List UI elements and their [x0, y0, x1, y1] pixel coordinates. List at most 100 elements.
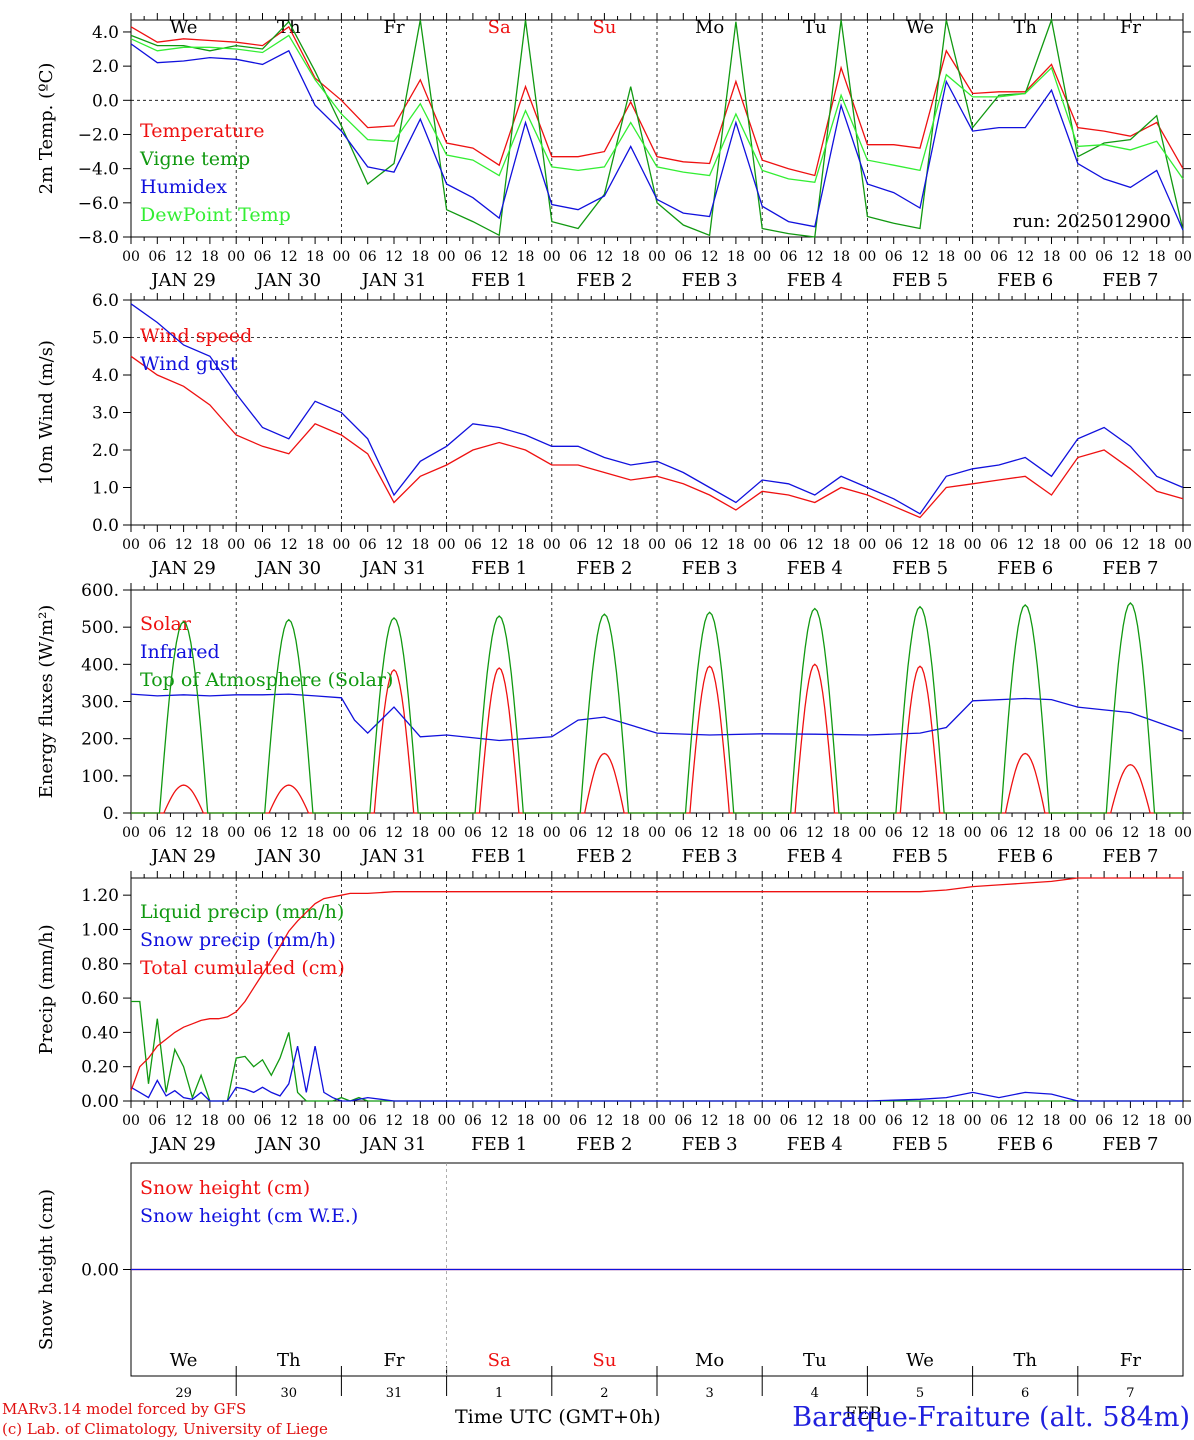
x-hour-label: 06 [1095, 825, 1113, 841]
series-line-wind-speed [130, 355, 1184, 519]
x-date-label: JAN 29 [149, 1134, 216, 1155]
legend-label: Liquid precip (mm/h) [140, 901, 344, 923]
x-hour-label: 18 [411, 537, 429, 553]
x-hour-label: 06 [674, 537, 692, 553]
series-line-humidex [130, 43, 1184, 231]
x-date-label: FEB 5 [892, 270, 948, 291]
y-tick-label: 6.0 [92, 291, 119, 311]
x-hour-label: 18 [306, 1113, 324, 1129]
series-line-temperature [130, 25, 1184, 177]
day-number-label: 6 [1021, 1386, 1029, 1401]
y-tick-label: 0.00 [81, 1092, 119, 1112]
x-date-label: JAN 29 [149, 558, 216, 579]
x-hour-label: 06 [148, 249, 166, 265]
y-tick-label: 0.00 [81, 1261, 119, 1281]
x-date-label: FEB 7 [1102, 846, 1158, 867]
x-hour-label: 06 [148, 1113, 166, 1129]
x-hour-label: 18 [832, 1113, 850, 1129]
x-hour-label: 00 [438, 825, 456, 841]
x-date-label: FEB 4 [787, 270, 843, 291]
y-tick-label: 1.20 [81, 886, 119, 906]
x-hour-label: 00 [964, 825, 982, 841]
x-date-label: FEB 6 [997, 846, 1053, 867]
series-line-dewpoint-temp [130, 34, 1184, 184]
x-date-label: FEB 7 [1102, 1134, 1158, 1155]
x-hour-label: 12 [1016, 825, 1034, 841]
x-hour-label: 00 [648, 1113, 666, 1129]
x-hour-label: 18 [1148, 249, 1166, 265]
x-hour-label: 00 [858, 1113, 876, 1129]
x-hour-label: 12 [806, 1113, 824, 1129]
x-hour-label: 00 [543, 537, 561, 553]
x-hour-label: 00 [227, 537, 245, 553]
panel-wind: 6.0 5.0 4.0 3.0 2.0 1.0 0.0 10m Wind (m/s) 00 06 1… [36, 291, 1192, 579]
x-date-label: FEB 2 [576, 846, 632, 867]
x-hour-label: 12 [911, 1113, 929, 1129]
x-hour-label: 12 [385, 249, 403, 265]
x-hour-label: 00 [1174, 825, 1192, 841]
y-axis-title: 2m Temp. (ºC) [36, 63, 57, 195]
x-hour-label: 12 [701, 249, 719, 265]
y-tick-label: 0.80 [81, 955, 119, 975]
x-date-label: FEB 2 [576, 1134, 632, 1155]
x-date-label: JAN 31 [360, 1134, 427, 1155]
x-date-label: FEB 2 [576, 270, 632, 291]
x-date-label: FEB 1 [471, 846, 527, 867]
x-hour-label: 18 [517, 537, 535, 553]
x-hour-label: 18 [306, 249, 324, 265]
x-hour-label: 06 [885, 1113, 903, 1129]
x-hour-label: 00 [332, 1113, 350, 1129]
x-hour-label: 18 [306, 537, 324, 553]
x-hour-label: 18 [937, 537, 955, 553]
y-tick-label: −6.0 [78, 194, 119, 214]
x-date-label: FEB 6 [997, 270, 1053, 291]
y-tick-label: 200. [81, 730, 119, 750]
x-hour-label: 18 [727, 1113, 745, 1129]
x-hour-label: 18 [411, 825, 429, 841]
weekday-label: We [170, 1350, 198, 1371]
legend-label: Vigne temp [139, 148, 250, 170]
x-date-label: JAN 29 [149, 846, 216, 867]
x-hour-label: 00 [332, 249, 350, 265]
panel-energy: 600. 500. 400. 300. 200. 100. 0. Energy fluxes … [36, 581, 1192, 867]
x-hour-label: 12 [490, 537, 508, 553]
x-hour-label: 18 [201, 537, 219, 553]
x-hour-label: 00 [648, 249, 666, 265]
legend-label: DewPoint Temp [140, 204, 291, 226]
series-line-wind-gust [130, 303, 1184, 515]
x-hour-label: 06 [569, 537, 587, 553]
x-hour-label: 06 [990, 1113, 1008, 1129]
y-tick-label: 1.0 [92, 479, 119, 499]
x-hour-label: 00 [543, 249, 561, 265]
x-hour-label: 06 [885, 249, 903, 265]
x-date-label: FEB 3 [682, 846, 738, 867]
panel-precip: 1.20 1.00 0.80 0.60 0.40 0.20 0.00 Precip (mm/h… [36, 871, 1192, 1155]
legend-label: Humidex [140, 176, 227, 198]
x-hour-label: 18 [1043, 537, 1061, 553]
x-date-label: FEB 6 [997, 1134, 1053, 1155]
x-hour-label: 06 [148, 825, 166, 841]
x-hour-label: 12 [701, 825, 719, 841]
legend-label: Total cumulated (cm) [140, 957, 345, 979]
weekday-label: We [170, 17, 198, 38]
weekday-label: Fr [383, 1350, 404, 1371]
x-date-label: JAN 30 [255, 558, 322, 579]
x-date-label: JAN 30 [255, 1134, 322, 1155]
x-hour-label: 12 [806, 825, 824, 841]
x-hour-label: 12 [280, 537, 298, 553]
series-line-liquid-precip-mm-h- [131, 1000, 1183, 1102]
x-hour-label: 18 [622, 825, 640, 841]
x-hour-label: 12 [1121, 825, 1139, 841]
x-date-label: FEB 1 [471, 1134, 527, 1155]
day-number-label: 2 [600, 1386, 608, 1401]
y-tick-label: 4.0 [92, 23, 119, 43]
y-tick-label: −2.0 [78, 125, 119, 145]
x-date-label: FEB 3 [682, 270, 738, 291]
panel-snow: 0.00 Snow height (cm) We 29 Th 30 Fr 31 Sa 1 Su 2 Mo… [36, 1162, 1191, 1401]
x-hour-label: 00 [964, 249, 982, 265]
legend-label: Infrared [140, 641, 220, 663]
x-hour-label: 00 [753, 1113, 771, 1129]
x-hour-label: 00 [1174, 1113, 1192, 1129]
x-hour-label: 18 [937, 1113, 955, 1129]
x-hour-label: 12 [1121, 249, 1139, 265]
